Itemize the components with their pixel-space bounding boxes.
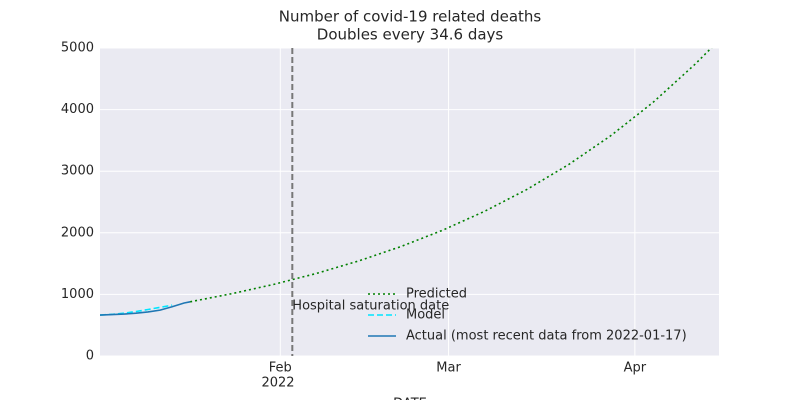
plot-area bbox=[100, 48, 719, 356]
x-tick-label: Feb bbox=[269, 361, 292, 376]
y-tick-label: 2000 bbox=[61, 225, 94, 240]
y-tick-label: 0 bbox=[86, 349, 94, 364]
chart-title: Number of covid-19 related deaths bbox=[279, 8, 542, 26]
series-line bbox=[100, 301, 191, 316]
legend-label: Predicted bbox=[406, 287, 467, 302]
plot-marks bbox=[100, 48, 713, 316]
annotation-label: Hospital saturation date bbox=[292, 299, 449, 314]
x-tick-label: Mar bbox=[436, 361, 461, 376]
y-tick-label: 3000 bbox=[61, 164, 94, 179]
chart-subtitle: Doubles every 34.6 days bbox=[317, 26, 504, 44]
legend-label: Actual (most recent data from 2022-01-17… bbox=[406, 329, 687, 344]
legend-label: Model bbox=[406, 308, 445, 323]
y-tick-label: 4000 bbox=[61, 102, 94, 117]
y-tick-label: 5000 bbox=[61, 41, 94, 56]
series-line bbox=[189, 48, 713, 303]
grid bbox=[100, 47, 719, 357]
x-year-label: 2022 bbox=[261, 376, 294, 391]
x-tick-label: Apr bbox=[624, 361, 647, 376]
x-axis-label: DATE bbox=[393, 397, 427, 400]
y-tick-label: 1000 bbox=[61, 287, 94, 302]
